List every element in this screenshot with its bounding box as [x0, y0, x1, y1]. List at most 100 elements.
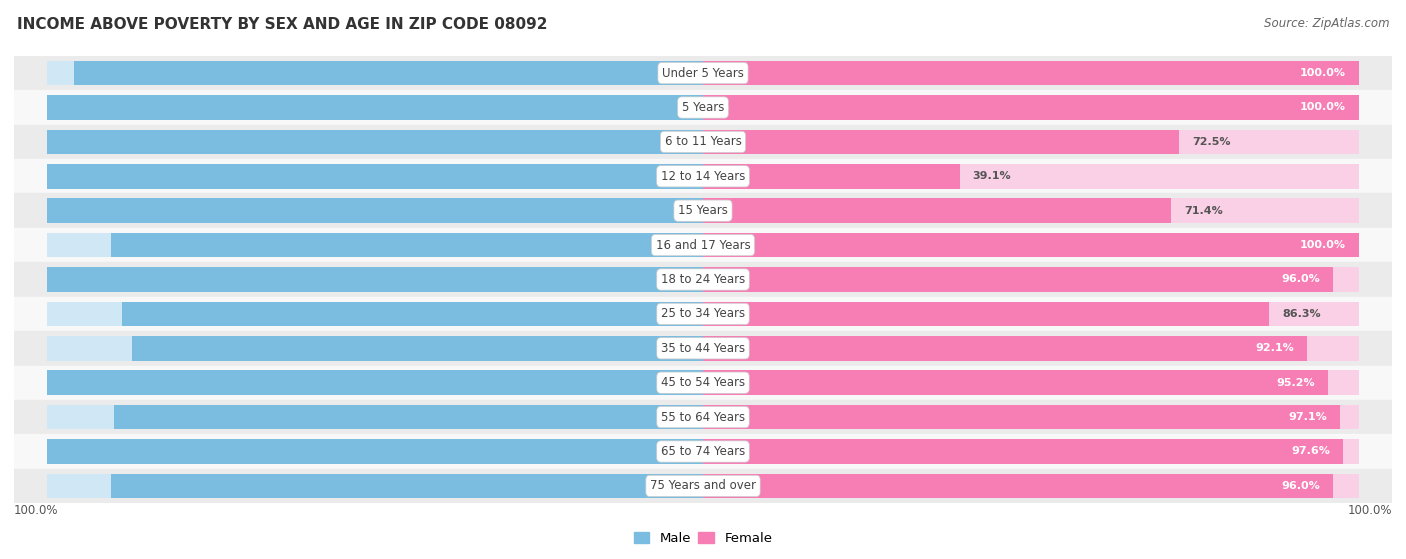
Text: 100.0%: 100.0% — [683, 447, 730, 457]
Text: 12 to 14 Years: 12 to 14 Years — [661, 170, 745, 183]
Bar — [14, 91, 1392, 125]
Bar — [46, 198, 703, 223]
Text: 45 to 54 Years: 45 to 54 Years — [661, 376, 745, 389]
Bar — [14, 434, 1392, 468]
Text: 95.2%: 95.2% — [1275, 378, 1315, 388]
Bar — [703, 301, 1270, 326]
Text: 35 to 44 Years: 35 to 44 Years — [661, 342, 745, 355]
Bar — [14, 400, 1392, 434]
Bar — [703, 61, 1360, 86]
Bar — [46, 370, 703, 395]
Bar — [14, 228, 1392, 262]
Bar — [46, 473, 703, 498]
Bar — [46, 130, 703, 154]
Bar — [703, 233, 1360, 258]
Bar — [703, 164, 1360, 189]
Text: 100.0%: 100.0% — [14, 504, 59, 517]
Bar — [46, 405, 703, 429]
Bar — [111, 473, 703, 498]
Text: 87.0%: 87.0% — [683, 343, 721, 353]
Bar — [14, 331, 1392, 366]
Bar — [14, 366, 1392, 400]
Bar — [46, 95, 703, 120]
Text: 86.3%: 86.3% — [1282, 309, 1322, 319]
Text: 100.0%: 100.0% — [683, 102, 730, 112]
Text: 100.0%: 100.0% — [1301, 68, 1346, 78]
Legend: Male, Female: Male, Female — [628, 527, 778, 550]
Text: INCOME ABOVE POVERTY BY SEX AND AGE IN ZIP CODE 08092: INCOME ABOVE POVERTY BY SEX AND AGE IN Z… — [17, 17, 547, 32]
Bar — [703, 301, 1360, 326]
Text: 96.0%: 96.0% — [1281, 481, 1320, 491]
Bar — [703, 439, 1360, 464]
Bar — [46, 370, 703, 395]
Bar — [703, 130, 1178, 154]
Bar — [46, 95, 703, 120]
Text: 39.1%: 39.1% — [973, 171, 1011, 181]
Bar — [703, 405, 1340, 429]
Bar — [703, 267, 1333, 292]
Text: Source: ZipAtlas.com: Source: ZipAtlas.com — [1264, 17, 1389, 30]
Bar — [703, 233, 1360, 258]
Text: 88.5%: 88.5% — [683, 309, 721, 319]
Bar — [46, 130, 703, 154]
Text: 100.0%: 100.0% — [1301, 102, 1346, 112]
Text: 92.1%: 92.1% — [1256, 343, 1294, 353]
Bar — [703, 370, 1327, 395]
Bar — [122, 301, 703, 326]
Text: 5 Years: 5 Years — [682, 101, 724, 114]
Text: 18 to 24 Years: 18 to 24 Years — [661, 273, 745, 286]
Bar — [14, 193, 1392, 228]
Bar — [703, 473, 1333, 498]
Text: 75 Years and over: 75 Years and over — [650, 480, 756, 492]
Bar — [703, 336, 1308, 361]
Text: 100.0%: 100.0% — [683, 274, 730, 285]
Text: 15 Years: 15 Years — [678, 204, 728, 217]
Bar — [132, 336, 703, 361]
Bar — [703, 405, 1360, 429]
Bar — [46, 267, 703, 292]
Text: 97.6%: 97.6% — [1291, 447, 1330, 457]
Bar — [14, 262, 1392, 297]
Bar — [703, 130, 1360, 154]
Bar — [46, 164, 703, 189]
Bar — [14, 159, 1392, 193]
Text: 55 to 64 Years: 55 to 64 Years — [661, 411, 745, 424]
Bar — [703, 473, 1360, 498]
Bar — [46, 164, 703, 189]
Text: 95.8%: 95.8% — [683, 68, 721, 78]
Bar — [703, 336, 1360, 361]
Bar — [114, 405, 703, 429]
Text: 65 to 74 Years: 65 to 74 Years — [661, 445, 745, 458]
Bar — [46, 198, 703, 223]
Bar — [14, 468, 1392, 503]
Text: 90.2%: 90.2% — [683, 240, 721, 250]
Bar — [703, 61, 1360, 86]
Text: 90.2%: 90.2% — [683, 481, 721, 491]
Bar — [703, 164, 959, 189]
Bar — [703, 439, 1343, 464]
Bar — [14, 56, 1392, 91]
Text: 72.5%: 72.5% — [1192, 137, 1230, 147]
Text: 100.0%: 100.0% — [683, 378, 730, 388]
Text: 100.0%: 100.0% — [683, 171, 730, 181]
Bar — [14, 125, 1392, 159]
Bar — [46, 336, 703, 361]
Bar — [46, 301, 703, 326]
Text: 100.0%: 100.0% — [683, 206, 730, 216]
Text: 89.8%: 89.8% — [683, 412, 723, 422]
Bar — [703, 198, 1171, 223]
Text: 16 and 17 Years: 16 and 17 Years — [655, 239, 751, 252]
Bar — [14, 297, 1392, 331]
Bar — [46, 267, 703, 292]
Bar — [75, 61, 703, 86]
Text: 25 to 34 Years: 25 to 34 Years — [661, 307, 745, 320]
Text: 71.4%: 71.4% — [1185, 206, 1223, 216]
Bar — [46, 439, 703, 464]
Text: 6 to 11 Years: 6 to 11 Years — [665, 135, 741, 148]
Bar — [46, 439, 703, 464]
Bar — [703, 95, 1360, 120]
Text: 96.0%: 96.0% — [1281, 274, 1320, 285]
Bar — [703, 267, 1360, 292]
Text: 100.0%: 100.0% — [1301, 240, 1346, 250]
Text: 97.1%: 97.1% — [1288, 412, 1327, 422]
